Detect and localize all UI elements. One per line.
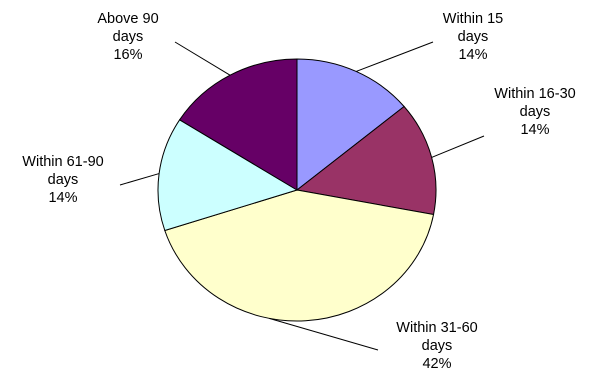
slices-layer — [157, 58, 437, 322]
slice-percent-label: 14% — [520, 122, 549, 138]
slice-category-label: days — [422, 338, 453, 354]
slice-label: Above 90 days 16% — [97, 11, 158, 63]
slice-label: Within 16-30 days 14% — [494, 86, 575, 138]
pie-slice — [164, 189, 435, 322]
slice-category-label: Within 15 — [443, 11, 503, 27]
pie-slice — [296, 58, 405, 192]
slice-percent-label: 16% — [113, 47, 142, 63]
pie-slice — [295, 105, 437, 216]
slice-category-label: Above 90 — [97, 11, 158, 27]
slice-percent-label: 14% — [458, 47, 487, 63]
slice-category-label: Within 16-30 — [494, 86, 575, 102]
slice-category-label: days — [48, 172, 79, 188]
slice-category-label: days — [520, 104, 551, 120]
slice-category-label: Within 31-60 — [396, 320, 477, 336]
slice-percent-label: 14% — [48, 190, 77, 206]
slice-category-label: days — [458, 29, 489, 45]
slice-label: Within 61-90 days 14% — [22, 154, 103, 206]
leader-line — [269, 317, 379, 351]
slice-category-label: days — [113, 29, 144, 45]
leader-line — [174, 41, 231, 76]
leader-line — [431, 135, 485, 158]
pie-slice — [178, 58, 298, 191]
leader-line — [356, 41, 434, 72]
slice-category-label: Within 61-90 — [22, 154, 103, 170]
pie-slice — [157, 119, 299, 232]
slice-label: Within 15 days 14% — [443, 11, 503, 63]
slice-percent-label: 42% — [422, 356, 451, 372]
slice-label: Within 31-60 days 42% — [396, 320, 477, 372]
leader-line — [119, 173, 160, 186]
labels-layer: Within 15 days 14%Within 16-30 days 14%Withi… — [22, 11, 575, 372]
leader-lines-layer — [119, 41, 485, 351]
